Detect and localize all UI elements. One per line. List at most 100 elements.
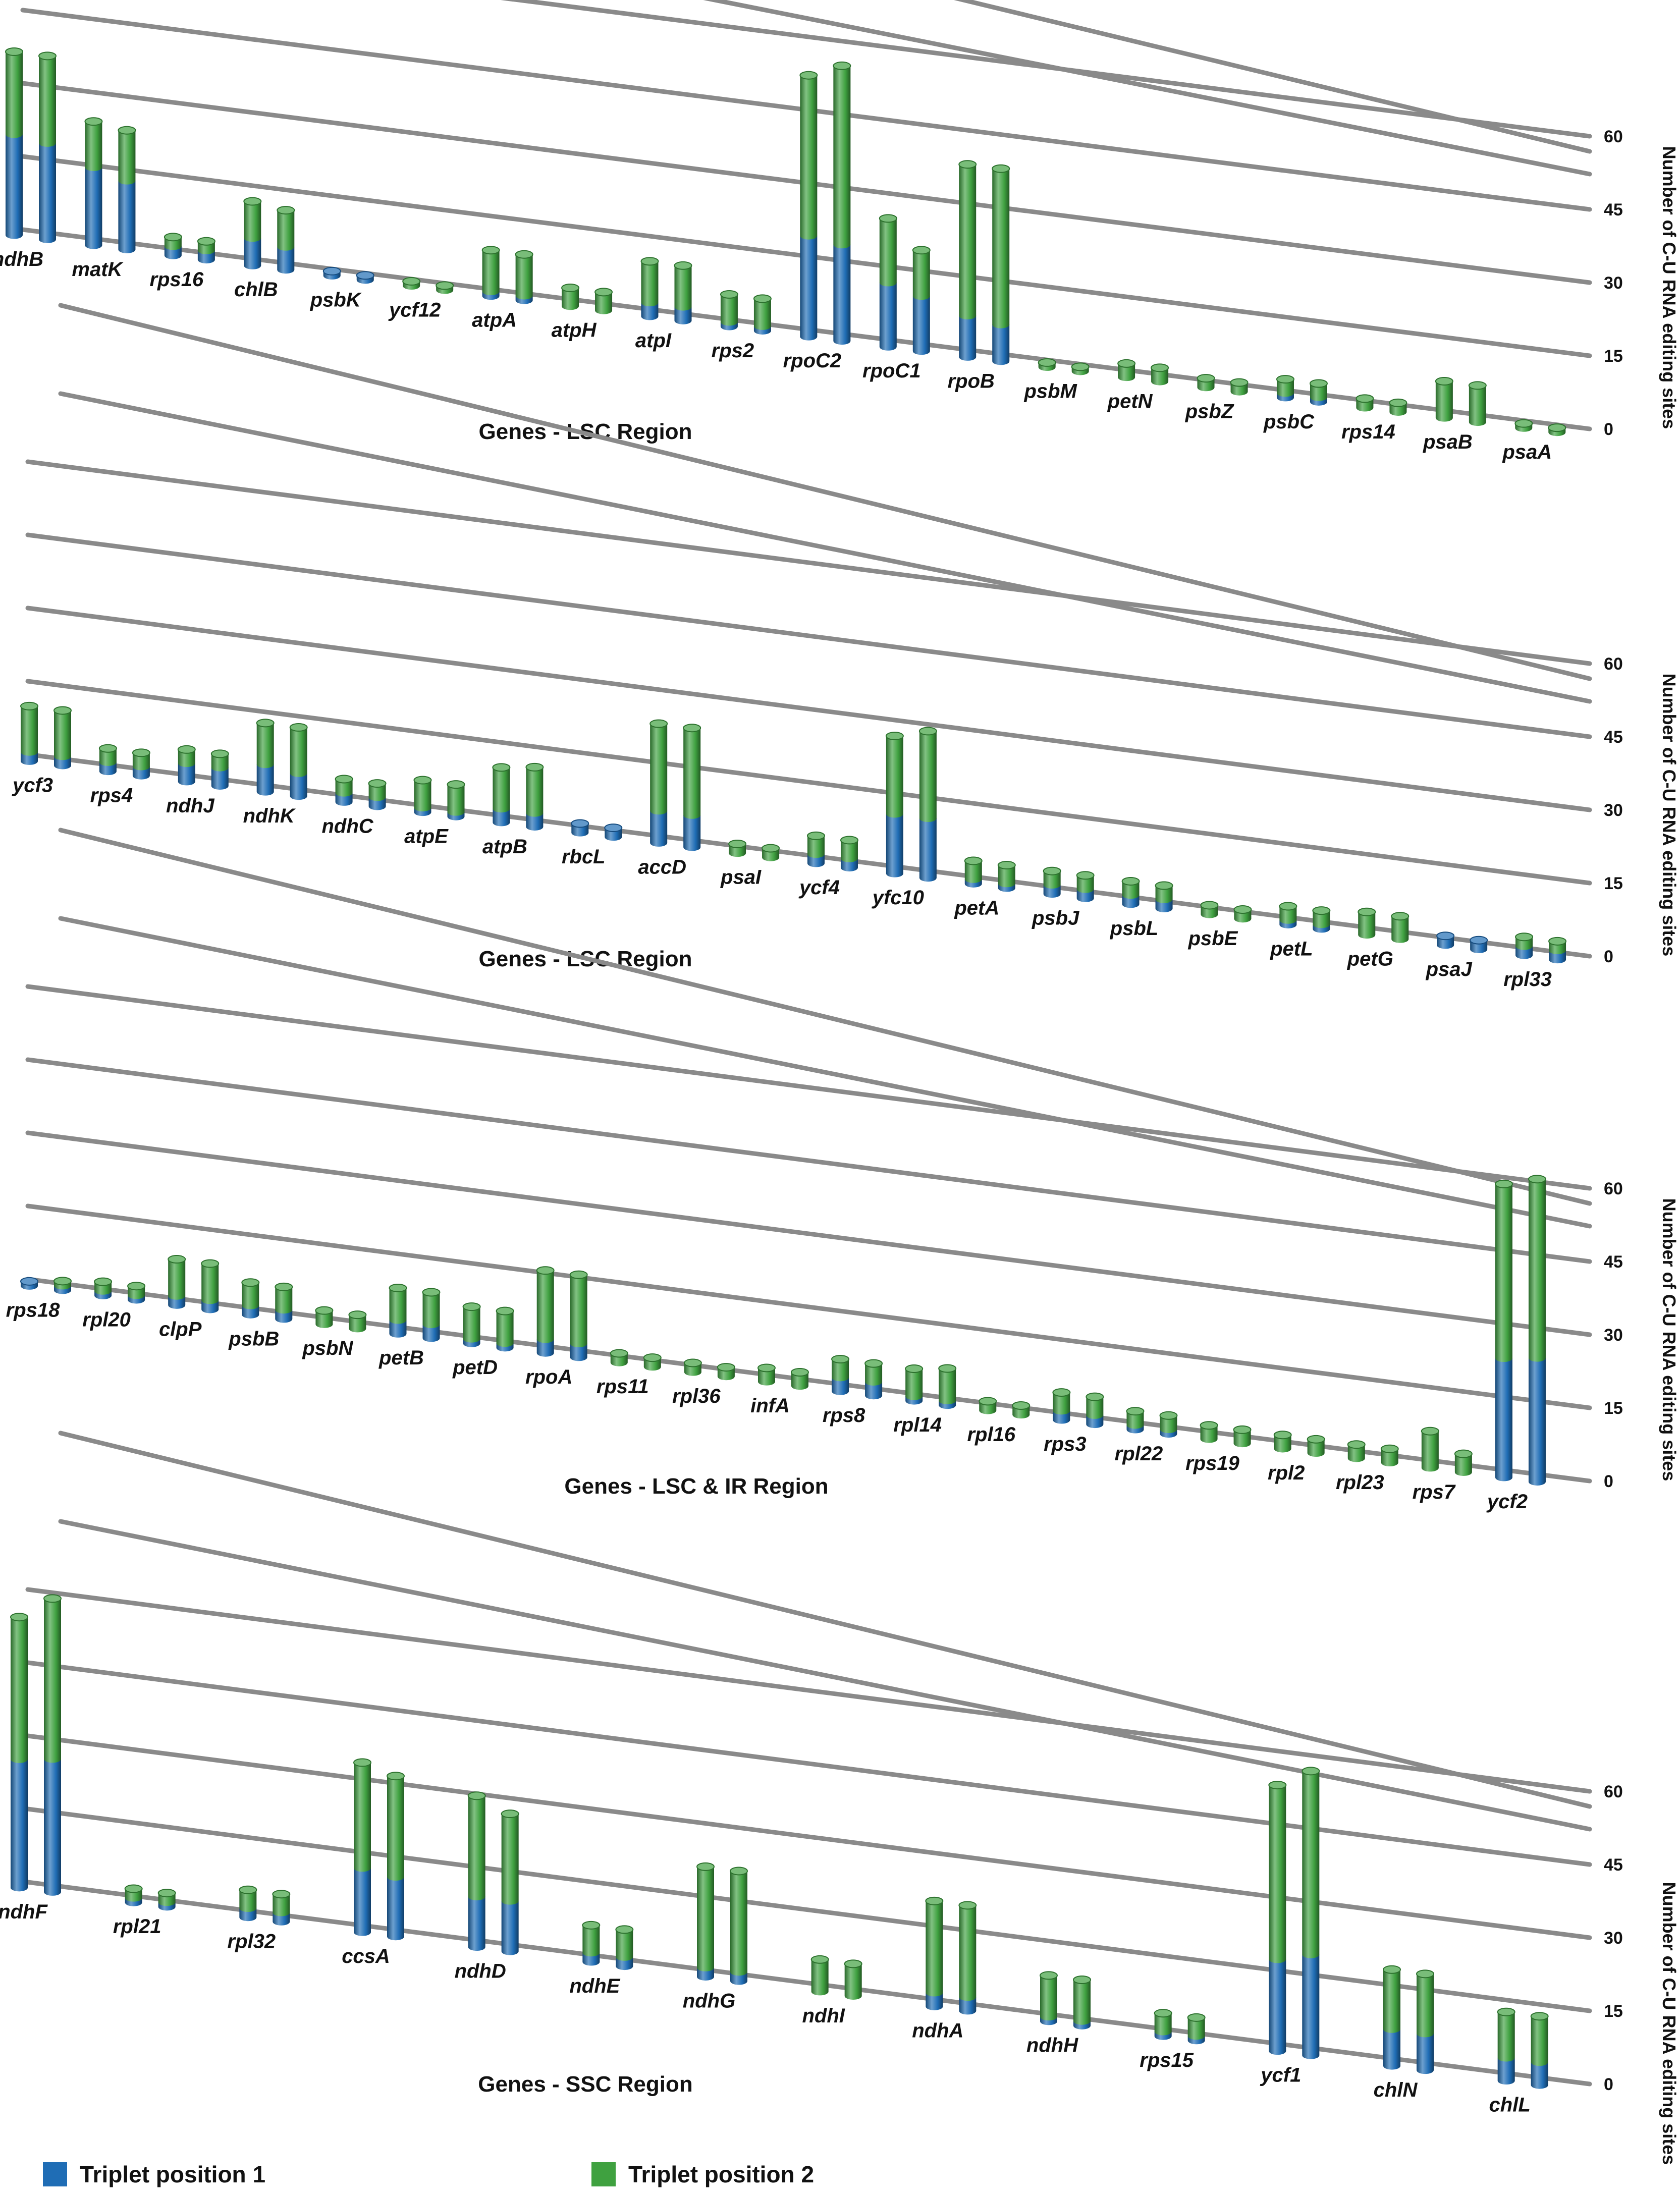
gene-label: ndhA <box>912 2019 963 2042</box>
gene-label: atpE <box>404 826 449 848</box>
bar-ndhA-2-pos2-cap <box>958 1901 977 1910</box>
gridline-15 <box>25 679 1592 886</box>
bar-ndhG-1-pos2-body <box>697 1867 715 1971</box>
bar-rpoB-1-pos1 <box>959 315 977 361</box>
bar-ycf2-1-pos2-body <box>1495 1184 1512 1362</box>
bar-ndhH-1-pos2 <box>1040 1971 1058 2021</box>
bar-psaI-1-pos2 <box>728 840 747 857</box>
bar-ycf12-2-pos2-cap <box>436 281 454 290</box>
bar-rpoC1-2-pos2-cap <box>912 246 931 255</box>
bar-yfc10-2-pos1 <box>919 818 937 882</box>
gene-label: rps8 <box>823 1404 865 1427</box>
bar-psbB-2-pos2-cap <box>275 1282 293 1291</box>
bar-petA-1-pos2-body <box>964 860 982 883</box>
bar-rps19-2-pos2-cap <box>1233 1425 1252 1434</box>
bar-rps15-2-pos2-body <box>1187 2017 1205 2040</box>
bar-psaI-1-pos2-cap <box>728 840 747 848</box>
bar-rpl16-1-pos2-cap <box>979 1397 997 1406</box>
bar-ycf1-1-pos2-cap <box>1268 1781 1287 1790</box>
bar-ccsA-2-pos1-body <box>387 1877 404 1941</box>
bar-atpA-1-pos2-cap <box>481 246 500 255</box>
gene-label: chlB <box>234 279 278 301</box>
bar-matK-1-pos2 <box>84 117 103 172</box>
bar-rps11-1-pos2-cap <box>610 1349 628 1358</box>
bar-ndhD-1-pos2-cap <box>467 1791 486 1800</box>
gene-label: rpoC1 <box>862 360 921 382</box>
bar-rpl2-2-pos2-cap <box>1307 1435 1325 1444</box>
gridline-back <box>58 1519 1592 1832</box>
bar-ccsA-1-pos2-cap <box>353 1758 371 1767</box>
bar-rpoC1-1-pos2 <box>879 214 897 287</box>
bar-chlB-1-pos2-cap <box>243 197 262 206</box>
bar-rpl36-1-pos2 <box>683 1358 702 1376</box>
bar-rpl2-2-pos2-body <box>1307 1439 1325 1457</box>
bar-ndhJ-1-pos1 <box>178 763 195 786</box>
bar-rpl23-2-pos2-cap <box>1380 1444 1399 1453</box>
bar-atpH-2-pos2 <box>594 288 613 314</box>
bar-petL-2-pos2-cap <box>1312 906 1331 915</box>
bar-atpB-2-pos2 <box>525 762 544 817</box>
bar-ndhH-2-pos2 <box>1073 1976 1091 2025</box>
bar-atpE-1-pos2-body <box>414 780 431 812</box>
bar-ycf1-1-pos1-body <box>1269 1959 1286 2055</box>
bar-petG-2-pos2-cap <box>1391 912 1410 921</box>
bar-rpoB-1-pos2-cap <box>958 160 977 169</box>
bar-rps4-2-pos2-cap <box>132 748 150 757</box>
bar-ycf1-2-pos2 <box>1302 1767 1320 1958</box>
bar-rps7-1-pos2 <box>1421 1427 1439 1472</box>
gene-label: rps4 <box>90 785 133 807</box>
bar-rpoA-2-pos2-body <box>570 1275 587 1348</box>
bar-ndhJ-2-pos2 <box>210 749 229 772</box>
bar-rps15-1-pos2 <box>1154 2009 1172 2036</box>
y-tick-label: 15 <box>1604 2002 1623 2021</box>
gene-label: ycf4 <box>798 876 840 899</box>
bar-rpoC1-2-pos2-body <box>912 250 930 300</box>
bar-rpl2-2-pos2 <box>1307 1435 1325 1457</box>
bar-rps11-2-pos2 <box>643 1353 662 1371</box>
y-axis-label: Number of C-U RNA editing sites <box>1659 146 1679 429</box>
bar-ndhF-1-pos2-cap <box>10 1613 28 1622</box>
bar-accD-1-pos1 <box>650 810 668 847</box>
gridline-60 <box>25 459 1592 666</box>
bar-rpl22-2-pos2-body <box>1160 1415 1177 1434</box>
bar-accD-1-pos2-cap <box>649 719 668 728</box>
bar-accD-1-pos2-body <box>650 724 668 815</box>
bar-psbZ-2-pos2-cap <box>1230 378 1249 387</box>
bar-ndhE-1-pos2-body <box>582 1925 600 1957</box>
bar-rpl16-2-pos2-cap <box>1012 1401 1031 1410</box>
bar-rps19-1-pos2-body <box>1200 1425 1218 1443</box>
gridline-60 <box>500 0 1592 139</box>
bar-rps8-1-pos1-body <box>832 1377 849 1395</box>
bar-ndhG-2-pos2-body <box>730 1871 747 1976</box>
bar-rpoC1-2-pos2 <box>912 246 931 300</box>
bar-ndhK-2-pos2 <box>289 723 308 777</box>
bar-rpl22-2-pos2-cap <box>1159 1411 1178 1420</box>
bar-atpA-1-pos2 <box>481 246 500 296</box>
bar-rps4-1-pos2 <box>98 744 117 766</box>
gridline-15 <box>25 1203 1592 1410</box>
bar-rps8-2-pos1-body <box>865 1382 883 1400</box>
y-tick-label: 60 <box>1604 127 1623 146</box>
bar-petB-1-pos2 <box>389 1283 407 1324</box>
bar-rps11-1-pos2 <box>610 1349 628 1366</box>
bar-ndhC-2-pos2-cap <box>368 779 387 788</box>
gene-label: rps19 <box>1185 1452 1239 1474</box>
bar-psaJ-2-pos1 <box>1470 936 1488 953</box>
bar-psbM-1-pos2-cap <box>1038 358 1056 367</box>
chart-panel-2: 0 15 30 45 60 Number of C-U RNA editing sites… <box>12 303 1679 991</box>
bar-ycf2-1-pos2 <box>1494 1179 1513 1362</box>
gene-label: rpl14 <box>893 1414 942 1436</box>
bar-accD-2-pos2-body <box>683 728 701 819</box>
bar-ndhA-2-pos2 <box>958 1901 977 2001</box>
bar-rpl23-2-pos2-body <box>1381 1449 1398 1467</box>
bar-chlL-2-pos2 <box>1530 2012 1549 2066</box>
gene-label: rpl32 <box>228 1931 276 1953</box>
bar-chlB-2-pos1 <box>277 247 295 274</box>
bar-rps7-1-pos2-cap <box>1421 1427 1439 1436</box>
bar-rps19-2-pos2 <box>1233 1425 1252 1448</box>
bar-ndhE-1-pos2-cap <box>582 1921 601 1930</box>
bar-psaB-1-pos2-cap <box>1435 376 1453 386</box>
bar-ndhD-1-pos1-body <box>468 1896 485 1951</box>
bar-rps14-2-pos2-cap <box>1389 398 1407 407</box>
